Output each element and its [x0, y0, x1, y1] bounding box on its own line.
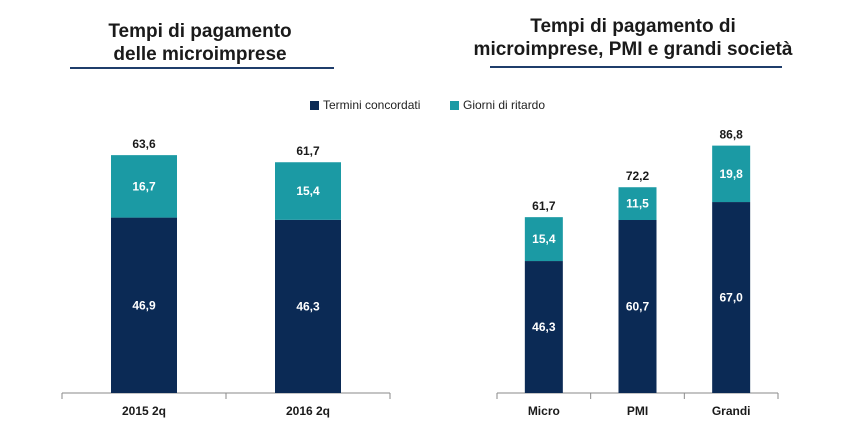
right-category-label-1: PMI [627, 404, 648, 418]
right-title-rule [490, 66, 782, 68]
left-label-termini-1: 46,3 [296, 299, 320, 313]
legend-label-termini: Termini concordati [323, 98, 421, 112]
left-label-ritardo-0: 16,7 [132, 179, 156, 193]
left-chart-title-line-2: delle microimprese [113, 44, 287, 65]
legend-label-ritardo: Giorni di ritardo [463, 98, 546, 112]
right-label-termini-0: 46,3 [532, 320, 556, 334]
right-total-label-0: 61,7 [532, 199, 556, 213]
right-total-label-2: 86,8 [719, 128, 743, 142]
right-category-label-2: Grandi [712, 404, 751, 418]
legend-item-termini: Termini concordati [310, 98, 420, 112]
right-label-ritardo-1: 11,5 [626, 197, 649, 211]
legend-swatch-ritardo [450, 100, 459, 110]
left-total-label-1: 61,7 [296, 144, 320, 158]
left-label-ritardo-1: 15,4 [296, 184, 320, 198]
right-chart-title-line-2: microimprese, PMI e grandi società [473, 39, 793, 60]
right-bar-termini-1 [618, 220, 657, 393]
left-label-termini-0: 46,9 [132, 298, 156, 312]
right-bar-termini-2 [712, 202, 751, 393]
right-bar-termini-0 [524, 261, 563, 393]
right-total-label-1: 72,2 [626, 169, 650, 183]
right-bar-ritardo-1 [618, 187, 657, 221]
left-chart-title: Tempi di pagamento delle microimprese [60, 20, 340, 66]
left-category-label-1: 2016 2q [286, 404, 330, 418]
left-bar-ritardo-0 [111, 155, 177, 218]
right-label-termini-1: 60,7 [626, 300, 650, 314]
right-label-ritardo-2: 19,8 [719, 167, 743, 181]
left-title-rule [70, 67, 334, 69]
right-chart-title-line-1: Tempi di pagamento di [530, 16, 736, 37]
right-bar-ritardo-2 [712, 145, 751, 203]
legend-swatch-termini [310, 100, 319, 110]
left-bar-termini-0 [111, 217, 177, 393]
legend-item-ritardo: Giorni di ritardo [450, 98, 545, 112]
left-total-label-0: 63,6 [132, 137, 156, 151]
right-label-ritardo-0: 15,4 [532, 232, 556, 246]
left-bar-termini-1 [275, 219, 341, 393]
right-chart-title: Tempi di pagamento di microimprese, PMI … [448, 15, 818, 61]
legend: Termini concordati Giorni di ritardo [0, 98, 848, 114]
right-category-label-0: Micro [528, 404, 560, 418]
left-chart-title-line-1: Tempi di pagamento [108, 21, 292, 42]
left-category-label-0: 2015 2q [122, 404, 166, 418]
right-bar-ritardo-0 [524, 217, 563, 262]
right-label-termini-2: 67,0 [719, 291, 743, 305]
left-bar-ritardo-1 [275, 162, 341, 220]
